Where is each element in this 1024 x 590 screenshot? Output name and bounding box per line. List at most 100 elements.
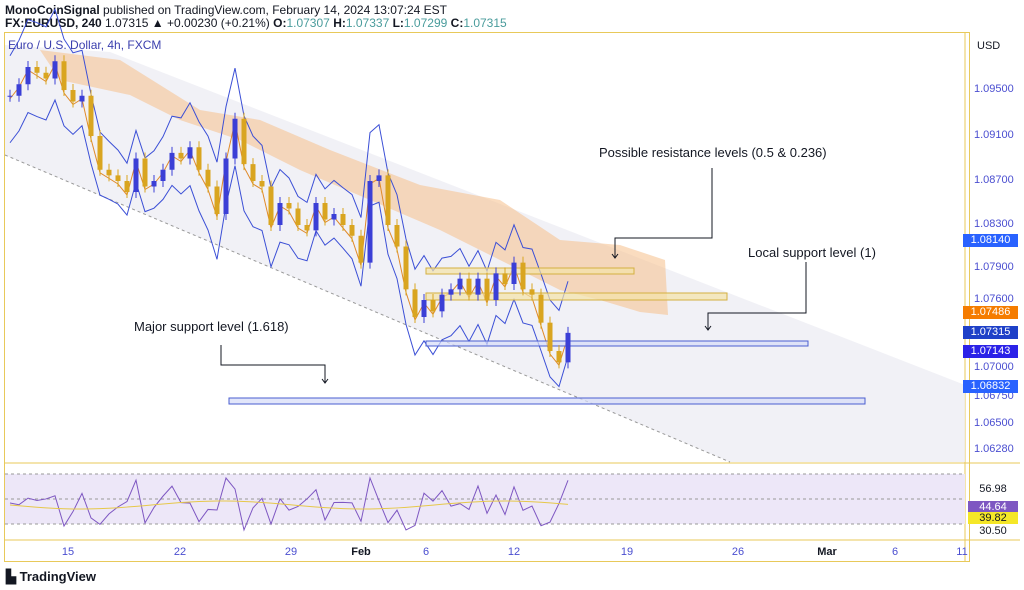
- candle: [7, 95, 13, 97]
- price-tick: 1.08700: [974, 174, 1014, 186]
- author: MonoCoinSignal: [5, 3, 100, 17]
- candle: [124, 181, 130, 192]
- price-tick: 1.06750: [974, 390, 1014, 402]
- candle: [484, 278, 490, 300]
- bollinger-lower: [9, 98, 569, 388]
- local-support-arrow: [707, 262, 807, 330]
- channel-lower-line: [4, 154, 731, 463]
- candle: [169, 152, 175, 170]
- price-tick: 1.09100: [974, 129, 1014, 141]
- candle: [322, 203, 328, 220]
- candle: [70, 90, 76, 102]
- rsi-label: 39.82: [968, 512, 1018, 524]
- candle: [16, 84, 22, 96]
- candle: [565, 332, 571, 363]
- candle: [187, 147, 193, 159]
- candle: [376, 175, 382, 181]
- price-tag: 1.07486: [963, 306, 1018, 319]
- candle: [493, 273, 499, 300]
- candle: [457, 278, 463, 290]
- candle: [511, 262, 517, 284]
- candle: [88, 95, 94, 136]
- candle: [250, 164, 256, 181]
- rsi-label: 30.50: [979, 525, 1007, 537]
- candle: [214, 186, 220, 214]
- candle: [448, 289, 454, 295]
- candle: [52, 61, 58, 79]
- price-tick: 1.07000: [974, 361, 1014, 373]
- candle: [277, 203, 283, 225]
- tv-logo-icon: ▙: [6, 569, 16, 584]
- time-tick: Mar: [817, 546, 837, 558]
- candle: [421, 300, 427, 317]
- chart-frame[interactable]: [4, 32, 970, 562]
- rsi-label: 44.64: [968, 501, 1018, 513]
- time-tick: 6: [422, 546, 430, 558]
- candle: [241, 118, 247, 165]
- resistance-box-2: [425, 292, 728, 301]
- candle: [115, 175, 121, 181]
- candle: [133, 158, 139, 192]
- major-support-arrow: [220, 345, 326, 383]
- time-tick: 29: [284, 546, 298, 558]
- candle: [430, 300, 436, 312]
- price-tag: 1.07143: [963, 345, 1018, 358]
- candle: [547, 322, 553, 351]
- open: 1.07307: [286, 16, 330, 30]
- time-tick: 19: [620, 546, 634, 558]
- time-tick: 22: [173, 546, 187, 558]
- candle: [394, 225, 400, 247]
- candle: [304, 225, 310, 231]
- resistance-arrow: [614, 168, 713, 258]
- currency-label[interactable]: USD: [977, 40, 1001, 52]
- price-tag: 1.06832: [963, 380, 1018, 393]
- candle: [106, 169, 112, 176]
- candle: [295, 208, 301, 225]
- candle: [475, 278, 481, 295]
- price-tag: 1.08140: [963, 234, 1018, 247]
- time-tick: Feb: [351, 546, 371, 558]
- last-price: 1.07315: [105, 16, 149, 30]
- candle: [232, 118, 238, 159]
- candle: [34, 67, 40, 73]
- candle: [439, 294, 445, 312]
- chart-legend: Euro / U.S. Dollar, 4h, FXCM: [8, 38, 162, 52]
- time-tick: 12: [507, 546, 521, 558]
- ohlc-line: FX:EURUSD, 240 1.07315 ▲ +0.00230 (+0.21…: [5, 16, 507, 30]
- time-tick: 26: [731, 546, 745, 558]
- resistance-box-1: [425, 267, 635, 275]
- price-tick: 1.07600: [974, 293, 1014, 305]
- price-tick: 1.06500: [974, 417, 1014, 429]
- candle: [79, 95, 85, 102]
- candle: [268, 186, 274, 225]
- rsi-ma-line: [9, 500, 569, 510]
- ichimoku-cloud: [40, 50, 668, 315]
- candle: [97, 136, 103, 170]
- candle: [43, 72, 49, 79]
- candle: [520, 262, 526, 290]
- candle: [367, 181, 373, 263]
- publish-date: published on TradingView.com, February 1…: [99, 3, 447, 17]
- local-support-annotation: Local support level (1): [748, 245, 876, 260]
- low: 1.07299: [403, 16, 448, 30]
- candle: [205, 169, 211, 187]
- candle: [151, 181, 157, 187]
- candle: [196, 147, 202, 170]
- candle: [178, 152, 184, 159]
- arrowhead-icon: [611, 253, 619, 259]
- tradingview-logo[interactable]: ▙ TradingView: [6, 569, 96, 584]
- candle: [556, 351, 562, 363]
- candle: [529, 289, 535, 295]
- candle: [259, 181, 265, 187]
- local-support-box: [425, 340, 809, 347]
- change: +0.00230 (+0.21%): [167, 16, 270, 30]
- candle: [313, 203, 319, 231]
- arrowhead-icon: [321, 378, 329, 384]
- candle: [61, 61, 67, 90]
- price-tick: 1.06280: [974, 443, 1014, 455]
- time-tick: 6: [891, 546, 899, 558]
- rsi-label: 56.98: [979, 483, 1007, 495]
- candle: [403, 246, 409, 290]
- candle: [502, 273, 508, 284]
